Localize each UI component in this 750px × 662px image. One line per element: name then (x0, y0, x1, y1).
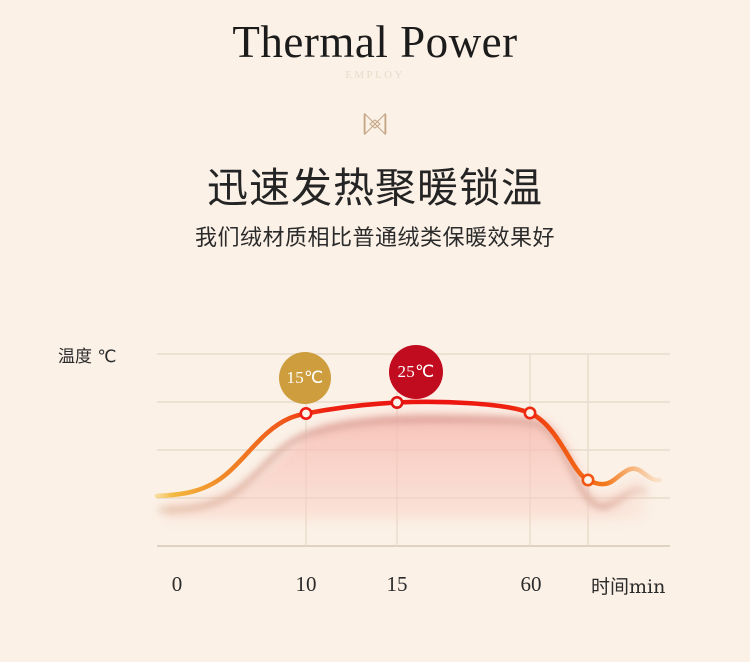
x-tick-15: 15 (386, 572, 408, 596)
data-point-markers (299, 396, 595, 487)
chart-area-fill (163, 413, 648, 520)
page-title: Thermal Power (232, 17, 518, 67)
x-axis-label: 时间min (591, 576, 666, 598)
x-tick-60: 60 (520, 572, 542, 596)
data-point-60min (523, 406, 537, 420)
annotation-badge-25c: 25℃ (389, 345, 443, 399)
bowtie-diamond-icon (363, 112, 387, 136)
annotation-badge-15c: 15℃ (279, 352, 331, 404)
data-point-tail (581, 473, 595, 487)
series-ordinary-fleece (157, 416, 649, 513)
subheadline-chinese: 我们绒材质相比普通绒类保暖效果好 (194, 226, 555, 251)
chart-canvas (154, 353, 670, 547)
x-tick-10: 10 (295, 572, 317, 596)
bowtie-diamond-ornament (0, 107, 750, 141)
temperature-chart: 温度 ℃ 0 10 15 60 时间min 15℃ 25℃ (0, 320, 750, 630)
x-tick-0: 0 (171, 572, 183, 596)
annotation-badge-25c-label: 25℃ (397, 362, 435, 381)
series-our-fleece (154, 399, 663, 499)
page-subtitle-en: EMPLOY (345, 69, 405, 81)
annotation-badge-15c-label: 15℃ (286, 368, 324, 387)
y-axis-label: 温度 ℃ (58, 347, 117, 367)
data-point-10min (299, 407, 313, 421)
data-point-15min (390, 396, 404, 410)
headline-chinese: 迅速发热聚暖锁温 (207, 164, 543, 212)
